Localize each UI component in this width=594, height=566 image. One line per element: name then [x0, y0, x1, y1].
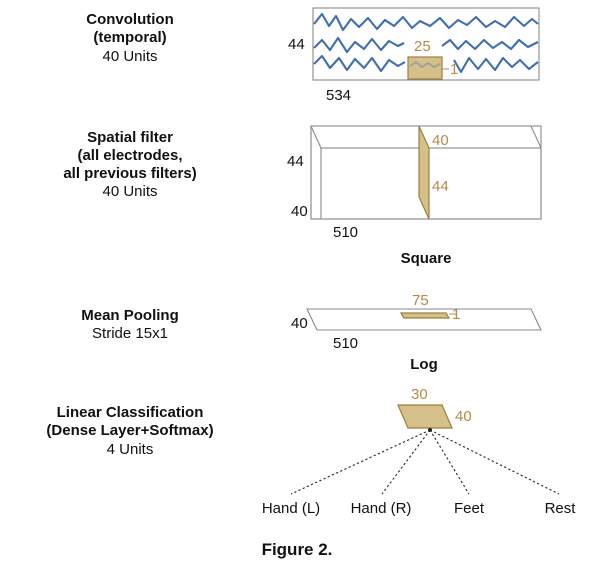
- spatial-title-line-3: all previous filters): [63, 165, 196, 182]
- square-nonlinearity-label: Square: [401, 250, 452, 267]
- eeg-signal-3: [313, 54, 539, 74]
- spatial-depth-label: 40: [291, 203, 308, 220]
- spatial-width-label: 510: [333, 224, 358, 241]
- conv-height-label: 44: [288, 36, 305, 53]
- class-label-rest: Rest: [545, 500, 577, 517]
- pool-kernel-height-label: 1: [452, 306, 460, 323]
- spatial-stage: Spatial filter (all electrodes, all prev…: [63, 125, 542, 241]
- class-label-hand-left: Hand (L): [262, 500, 320, 517]
- conv-kernel-length-label: 25: [414, 38, 431, 55]
- log-nonlinearity-label: Log: [410, 356, 438, 373]
- connection-hand-left: [290, 429, 431, 495]
- conv-kernel-signal: [409, 60, 441, 69]
- classifier-units: 4 Units: [107, 441, 154, 458]
- eeg-signal-1: [313, 12, 539, 32]
- pool-kernel-length-label: 75: [412, 292, 429, 309]
- pool-stride: Stride 15x1: [92, 325, 168, 342]
- conv-kernel: [407, 56, 443, 80]
- spatial-title-line-2: (all electrodes,: [77, 147, 182, 164]
- class-label-hand-right: Hand (R): [351, 500, 412, 517]
- classifier-title-line-1: Linear Classification: [57, 404, 204, 421]
- conv-units: 40 Units: [102, 48, 157, 65]
- spatial-volume: [310, 125, 542, 220]
- spatial-title-line-1: Spatial filter: [87, 129, 173, 146]
- connection-rest: [429, 429, 560, 495]
- spatial-height-label: 44: [287, 153, 304, 170]
- figure-caption: Figure 2.: [262, 540, 333, 559]
- pool-stage: Mean Pooling Stride 15x1 40 510 75 1: [81, 292, 542, 352]
- spatial-kernel-depth-label: 40: [432, 132, 449, 149]
- conv-stage: Convolution (temporal) 40 Units 44 534 2…: [86, 7, 540, 104]
- pool-title: Mean Pooling: [81, 307, 179, 324]
- conv-title-line-2: (temporal): [93, 29, 166, 46]
- connection-feet: [429, 429, 470, 495]
- connection-hand-right: [381, 429, 431, 495]
- pool-kernel: [399, 312, 451, 319]
- conv-title-line-1: Convolution: [86, 11, 173, 28]
- pool-depth-label: 40: [291, 315, 308, 332]
- pool-plane: [306, 308, 542, 331]
- class-label-feet: Feet: [454, 500, 485, 517]
- pool-width-label: 510: [333, 335, 358, 352]
- conv-width-label: 534: [326, 87, 351, 104]
- spatial-kernel-height-label: 44: [432, 178, 449, 195]
- eeg-signal-2: [313, 36, 539, 54]
- classifier-depth-label: 40: [455, 408, 472, 425]
- classifier-stage: Linear Classification (Dense Layer+Softm…: [46, 386, 576, 517]
- spatial-units: 40 Units: [102, 183, 157, 200]
- classifier-weights: [397, 404, 453, 429]
- conv-kernel-height-label: 1: [450, 61, 458, 78]
- classifier-width-label: 30: [411, 386, 428, 403]
- spatial-kernel: [418, 125, 430, 220]
- classifier-title-line-2: (Dense Layer+Softmax): [46, 422, 213, 439]
